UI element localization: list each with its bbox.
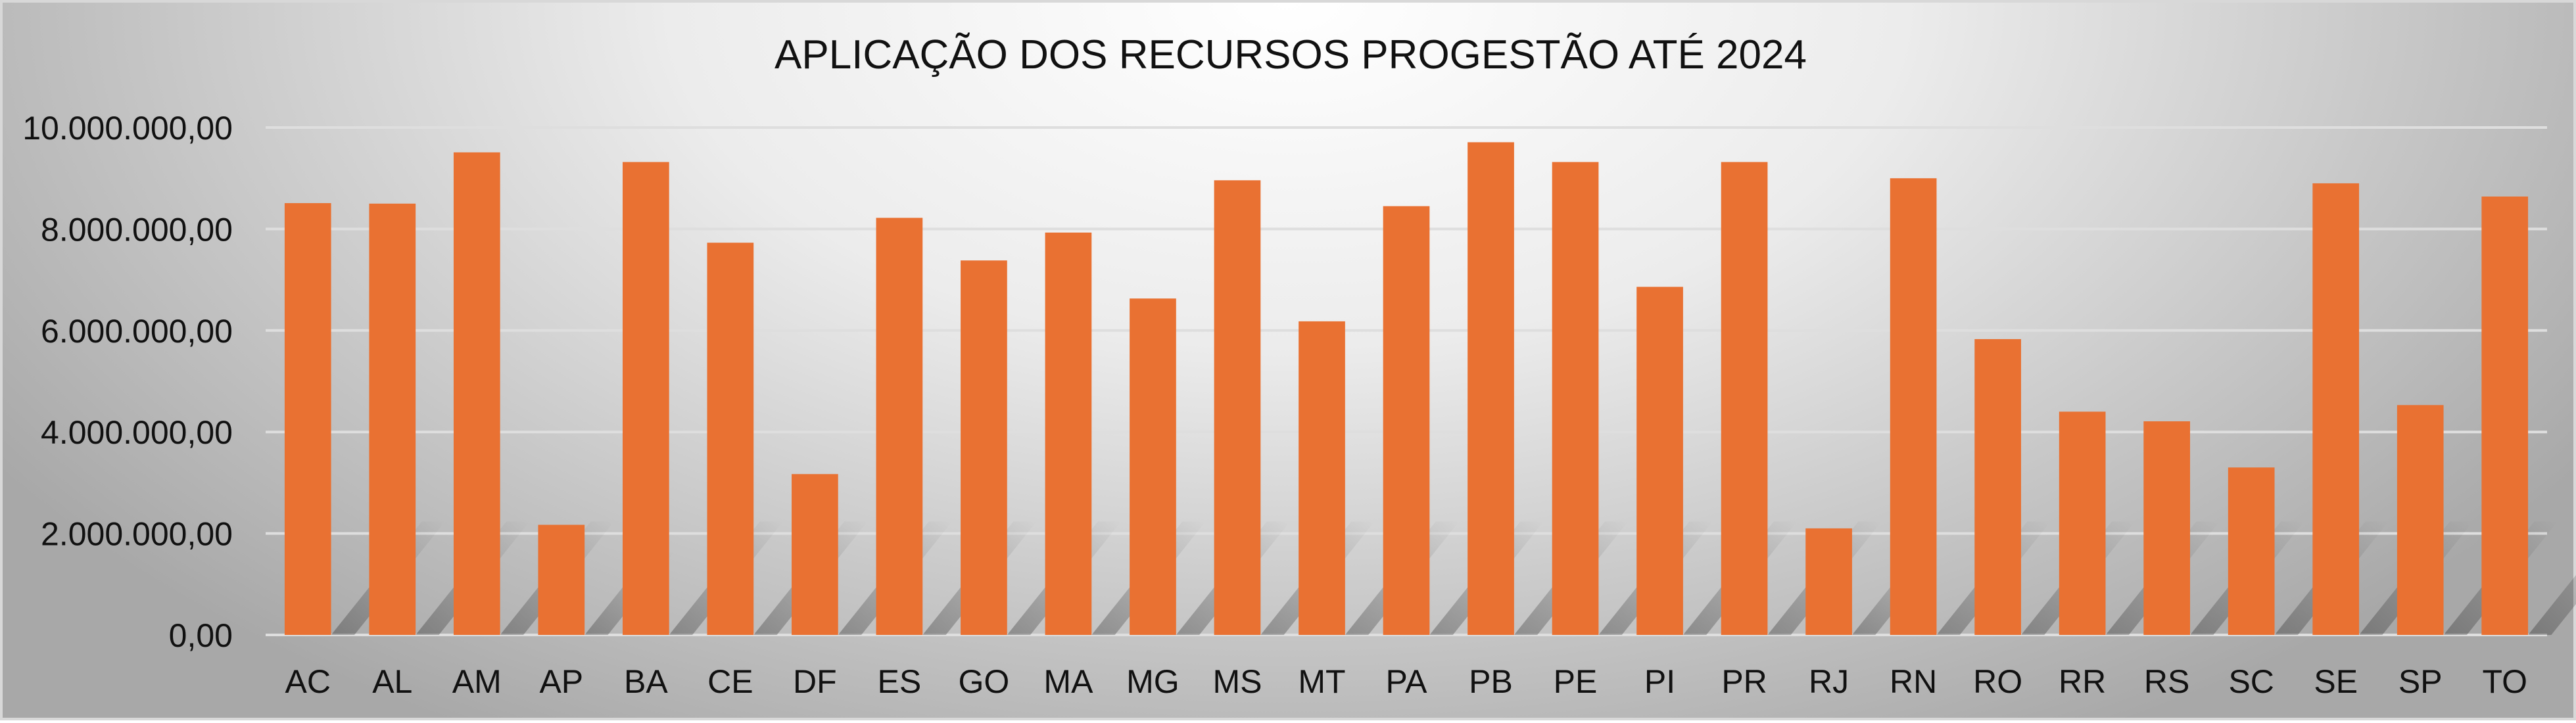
bar-ms [1214,180,1261,636]
x-tick-label: CE [707,663,753,700]
x-tick-label: RN [1890,663,1937,700]
x-tick-label: AL [372,663,412,700]
bar-sp [2397,405,2444,635]
bar-pr [1721,162,1768,636]
x-tick-label: DF [793,663,837,700]
bar-rr [2059,411,2106,635]
bar-es [876,218,923,635]
bar-ro [1974,338,2021,635]
x-tick-label: PR [1721,663,1767,700]
x-tick-label: MG [1126,663,1180,700]
y-tick-label: 6.000.000,00 [41,313,233,350]
bar-al [369,203,416,635]
y-tick-label: 2.000.000,00 [41,516,233,553]
x-tick-label: RO [1973,663,2022,700]
bar-rn [1890,178,1937,635]
bar-pe [1552,162,1599,636]
x-tick-label: MA [1043,663,1093,700]
x-tick-label: SE [2314,663,2358,700]
x-tick-label: ES [878,663,922,700]
x-tick-label: GO [959,663,1010,700]
bar-rj [1805,528,1852,635]
bar-go [961,260,1007,635]
chart-title: APLICAÇÃO DOS RECURSOS PROGESTÃO ATÉ 202… [775,32,1807,78]
x-tick-label: AM [452,663,502,700]
x-tick-label: PB [1469,663,1513,700]
bar-to [2481,196,2529,635]
bar-df [792,474,838,635]
bar-ma [1045,232,1092,636]
x-tick-label: PE [1554,663,1598,700]
bar-mt [1299,321,1345,635]
bar-pb [1467,142,1514,635]
x-tick-label: MT [1298,663,1345,700]
bar-ba [622,162,669,636]
y-tick-label: 8.000.000,00 [41,211,233,248]
bar-ce [707,243,754,635]
bar-ap [538,525,585,635]
bar-am [453,152,500,635]
x-tick-label: TO [2482,663,2527,700]
x-tick-label: PA [1386,663,1428,700]
x-tick-label: BA [624,663,668,700]
bar-mg [1130,298,1176,635]
bar-shadow [2528,574,2576,635]
x-tick-label: RR [2059,663,2106,700]
x-tick-label: MS [1212,663,1262,700]
bar-ac [284,203,331,635]
y-tick-label: 10.000.000,00 [22,110,233,147]
bar-se [2312,183,2360,635]
bar-pi [1636,287,1683,636]
x-tick-label: SP [2398,663,2443,700]
x-tick-label: PI [1644,663,1675,700]
y-tick-label: 0,00 [169,617,233,654]
bar-rs [2143,421,2191,635]
bar-sc [2228,467,2275,635]
bar-pa [1383,206,1430,635]
x-tick-label: AC [285,663,331,700]
y-tick-label: 4.000.000,00 [41,414,233,451]
bar-chart: APLICAÇÃO DOS RECURSOS PROGESTÃO ATÉ 202… [22,32,2576,700]
x-tick-label: AP [539,663,583,700]
x-tick-label: RJ [1809,663,1849,700]
x-tick-label: RS [2144,663,2189,700]
x-tick-label: SC [2228,663,2274,700]
